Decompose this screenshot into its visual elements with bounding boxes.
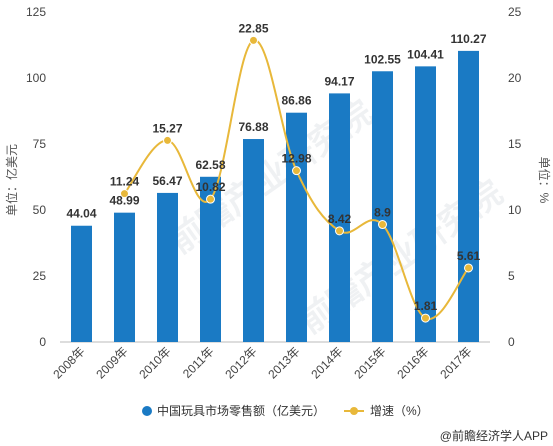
bars (71, 50, 479, 342)
bar (71, 225, 92, 342)
y-tick-left: 100 (26, 71, 46, 85)
x-tick-label: 2012年 (222, 344, 259, 381)
bar-value-label: 48.99 (109, 194, 139, 208)
y-tick-right: 5 (508, 269, 515, 283)
y-tick-right: 20 (508, 71, 522, 85)
growth-value-label: 12.98 (281, 152, 311, 166)
growth-line-path (123, 39, 470, 320)
bar-value-label: 110.27 (450, 32, 486, 46)
legend-bar-label: 中国玩具市场零售额（亿美元） (157, 403, 325, 418)
x-tick-label: 2011年 (180, 344, 217, 381)
bar-value-label: 62.58 (195, 158, 225, 172)
legend-line-label: 增速（%） (370, 404, 429, 418)
bar (114, 212, 135, 342)
bar (372, 71, 393, 342)
x-tick-label: 2008年 (50, 344, 87, 381)
bar-value-label: 86.86 (281, 94, 311, 108)
bar-value-label: 94.17 (324, 74, 354, 88)
growth-point (421, 313, 430, 323)
y-tick-left: 75 (33, 137, 47, 151)
bar-value-label: 56.47 (152, 174, 182, 188)
growth-point (335, 226, 344, 236)
x-tick-label: 2015年 (351, 344, 388, 381)
x-tick-label: 2009年 (93, 344, 130, 381)
growth-value-label: 8.42 (328, 212, 352, 226)
growth-point (292, 166, 301, 176)
growth-value-label: 8.9 (374, 206, 391, 220)
y-tick-left: 25 (33, 269, 47, 283)
bar (286, 112, 307, 342)
growth-point (378, 220, 387, 230)
bar (243, 139, 264, 342)
growth-value-label: 15.27 (152, 121, 182, 135)
growth-point (249, 35, 258, 45)
bar-value-label: 76.88 (238, 120, 268, 134)
bar (458, 50, 479, 342)
y-tick-right: 15 (508, 137, 522, 151)
bar (415, 66, 436, 342)
bar (200, 176, 221, 342)
y-tick-left: 0 (39, 335, 46, 349)
y-tick-left: 50 (33, 203, 47, 217)
y-tick-right: 25 (508, 5, 522, 19)
y-tick-right: 0 (508, 335, 515, 349)
x-tick-label: 2014年 (308, 344, 345, 381)
data-labels: 44.04 48.99 56.47 62.58 76.88 86.86 94.17 102.5… (66, 21, 486, 313)
x-tick-label: 2017年 (437, 344, 474, 381)
growth-value-label: 1.81 (414, 299, 438, 313)
x-tick-label: 2016年 (394, 344, 431, 381)
legend-bar-marker (142, 406, 152, 416)
x-tick-label: 2013年 (265, 344, 302, 381)
bar-value-label: 44.04 (66, 207, 96, 221)
bar-value-label: 102.55 (364, 52, 401, 66)
y-axis-label-right: 单位：% (537, 157, 552, 204)
source-credit: @前瞻经济学人APP (440, 428, 548, 443)
growth-value-label: 22.85 (238, 21, 268, 35)
bar (329, 93, 350, 342)
growth-point (163, 135, 172, 145)
growth-value-label: 11.24 (110, 175, 140, 189)
growth-value-label: 5.61 (457, 249, 481, 263)
legend: 中国玩具市场零售额（亿美元） 增速（%） (142, 403, 429, 418)
growth-point (206, 194, 215, 204)
growth-value-label: 10.82 (195, 180, 225, 194)
growth-line (120, 35, 473, 323)
bar-value-label: 104.41 (407, 47, 444, 61)
x-tick-label: 2010年 (136, 344, 173, 381)
y-axis-label-left: 单位：亿美元 (4, 144, 19, 216)
growth-point (120, 189, 129, 199)
y-tick-right: 10 (508, 203, 522, 217)
bar (157, 192, 178, 342)
y-tick-left: 125 (26, 5, 46, 19)
growth-point (464, 263, 473, 273)
legend-line-marker (350, 407, 358, 415)
